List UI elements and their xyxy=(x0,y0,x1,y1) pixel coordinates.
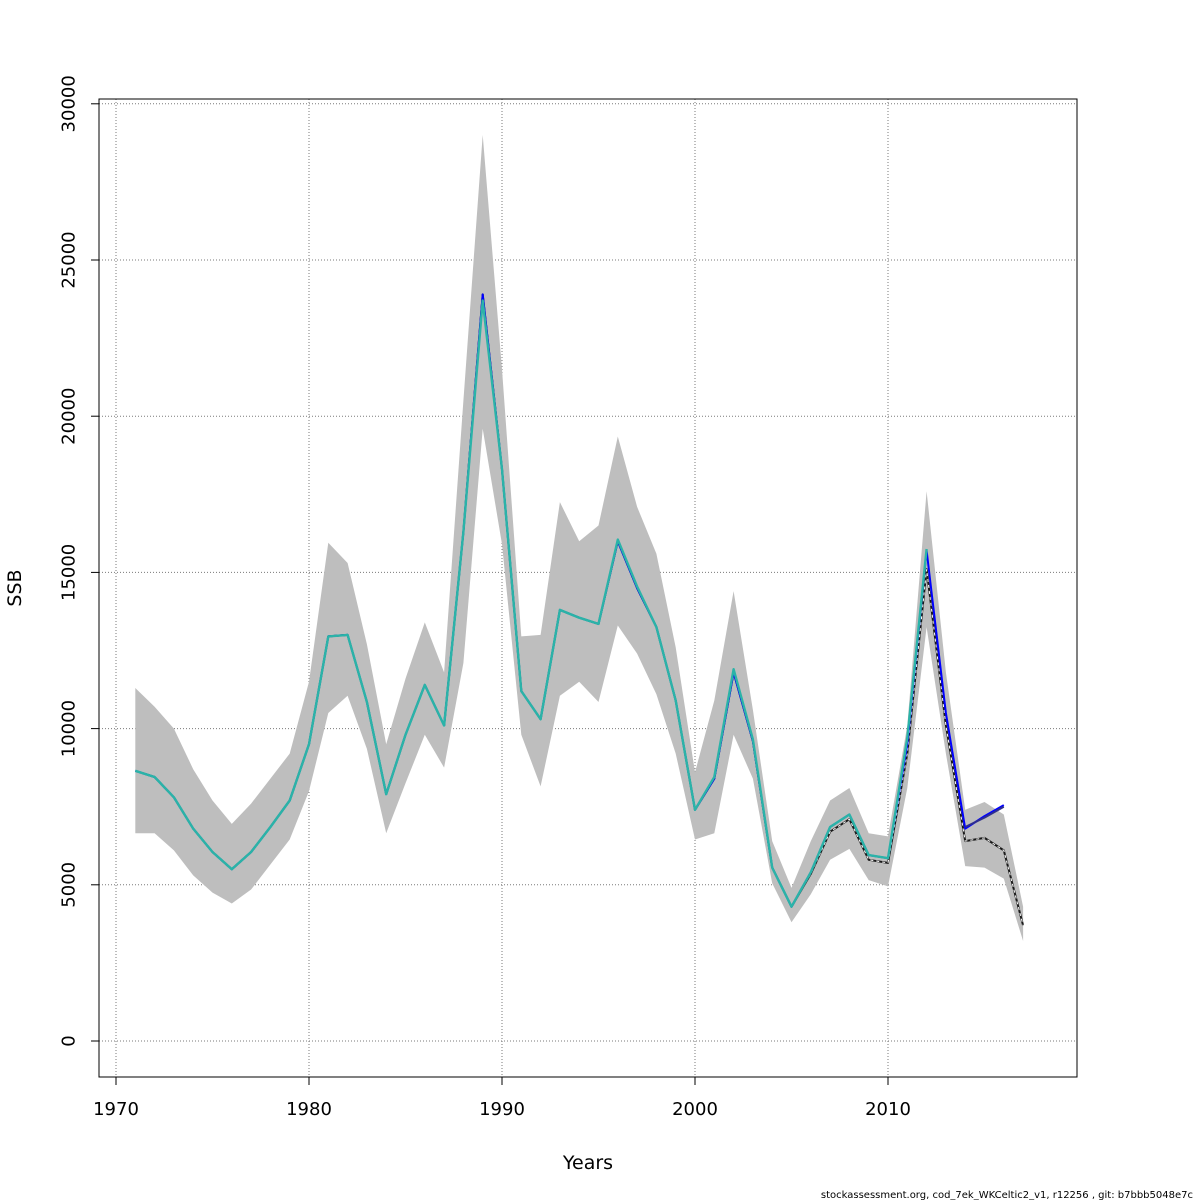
y-tick-label: 15000 xyxy=(59,544,80,601)
x-tick-label: 2000 xyxy=(672,1099,718,1120)
x-axis-title: Years xyxy=(562,1152,613,1174)
grid xyxy=(99,99,1077,1077)
footer-credit: stockassessment.org, cod_7ek_WKCeltic2_v… xyxy=(821,1190,1193,1200)
confidence-band xyxy=(135,135,1024,941)
y-tick-label: 0 xyxy=(59,1035,80,1046)
series-line-3 xyxy=(964,805,1005,828)
x-axis: 1970 1980 1990 2000 2010 xyxy=(93,1077,911,1120)
y-tick-label: 10000 xyxy=(59,700,80,757)
x-tick-label: 1970 xyxy=(93,1099,139,1120)
x-tick-label: 2010 xyxy=(865,1099,911,1120)
y-axis-title: SSB xyxy=(4,569,26,606)
y-tick-label: 30000 xyxy=(59,75,80,132)
x-tick-label: 1990 xyxy=(479,1099,525,1120)
y-axis: 0 5000 10000 15000 20000 25000 30000 xyxy=(59,75,99,1047)
y-tick-label: 25000 xyxy=(59,231,80,288)
y-tick-label: 20000 xyxy=(59,388,80,445)
plot-frame xyxy=(98,98,1078,1078)
x-tick-label: 1980 xyxy=(286,1099,332,1120)
y-tick-label: 5000 xyxy=(59,862,80,908)
series-line-4 xyxy=(134,299,928,908)
confidence-band-area xyxy=(135,135,1024,941)
series-lines xyxy=(134,293,1025,926)
